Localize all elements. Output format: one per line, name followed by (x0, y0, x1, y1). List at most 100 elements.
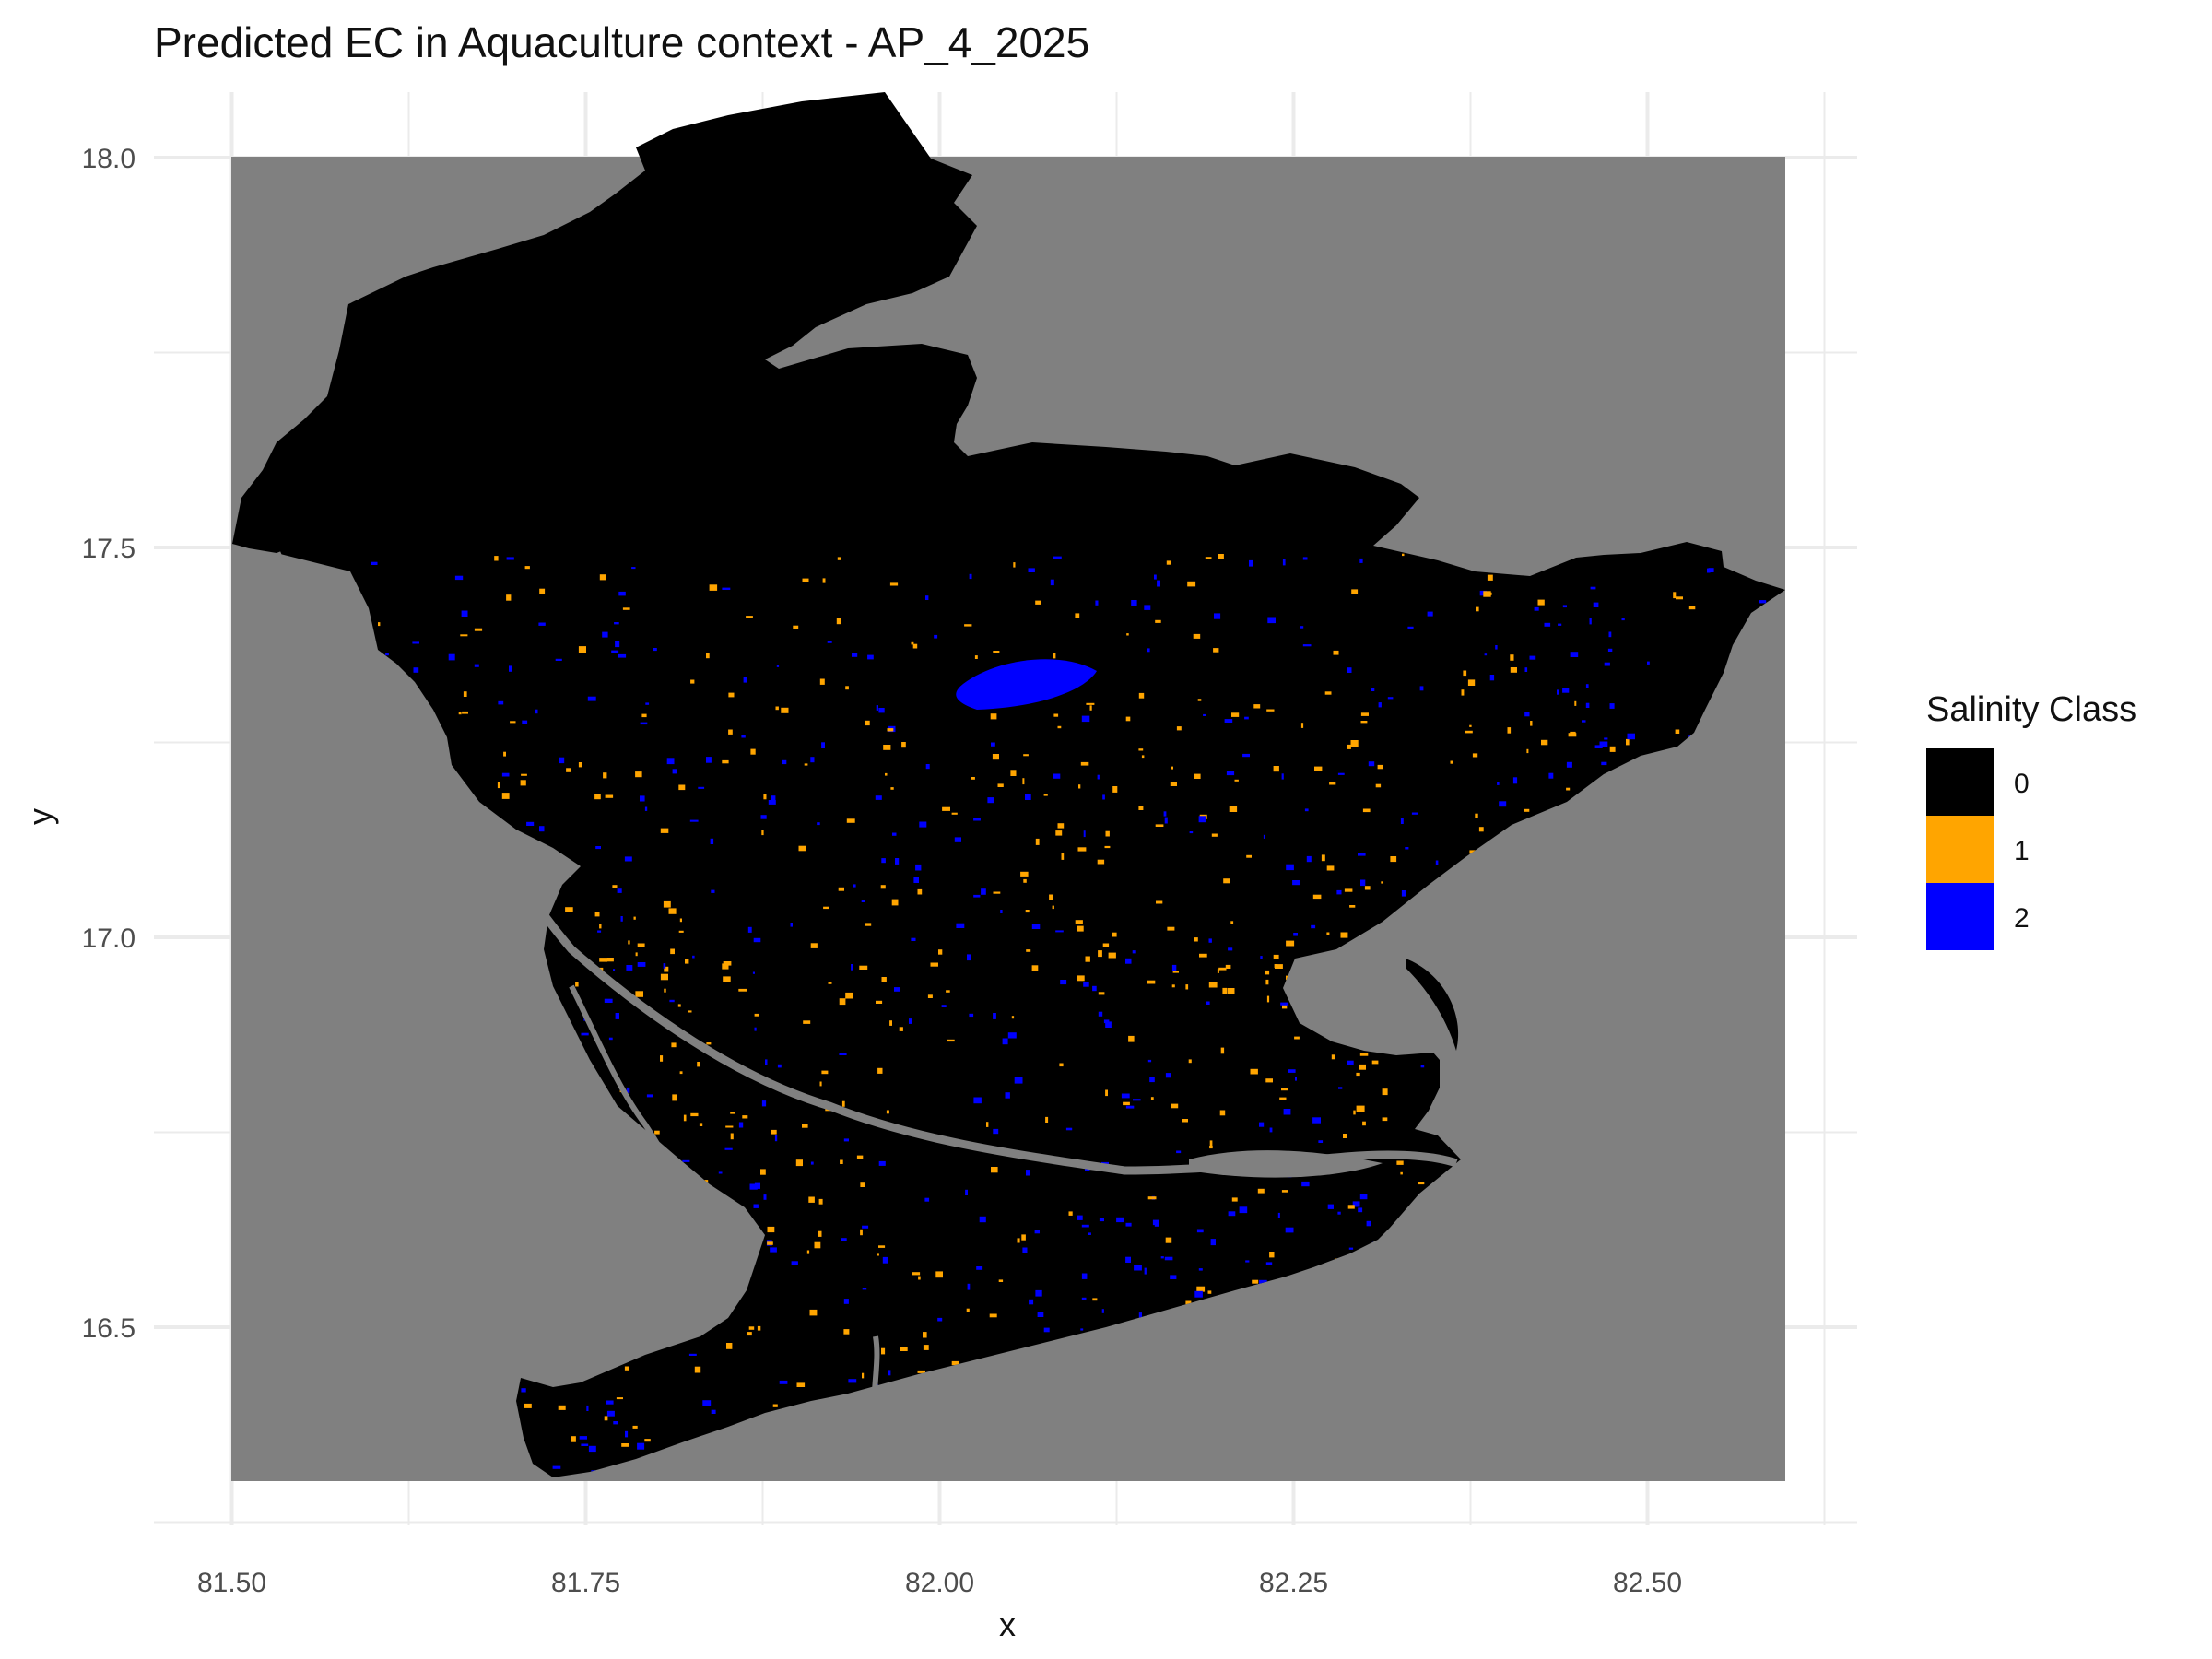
raster-cell (881, 1347, 886, 1355)
raster-cell (865, 720, 870, 726)
raster-cell (942, 806, 950, 811)
raster-cell (1025, 794, 1031, 800)
raster-cell (1214, 613, 1221, 619)
raster-cell (1390, 856, 1397, 863)
raster-cell (670, 948, 675, 955)
raster-cell (839, 998, 846, 1006)
raster-cell (1002, 1038, 1008, 1045)
raster-cell (851, 964, 853, 971)
raster-cell (412, 641, 419, 644)
raster-cell (1128, 1035, 1135, 1042)
raster-cell (796, 1382, 806, 1387)
raster-cell (1257, 1188, 1265, 1194)
raster-cell (1377, 764, 1382, 770)
raster-cell (1196, 1229, 1204, 1233)
raster-cell (886, 1110, 889, 1114)
raster-cell (998, 1279, 1004, 1282)
raster-cell (754, 1013, 759, 1017)
raster-cell (1265, 979, 1269, 985)
raster-cell (697, 1062, 700, 1067)
raster-cell (956, 923, 965, 928)
raster-cell (1265, 1262, 1273, 1265)
raster-cell (1198, 816, 1206, 823)
raster-cell (881, 977, 887, 982)
raster-cell (889, 582, 899, 586)
raster-cell (1229, 806, 1238, 812)
raster-cell (754, 1182, 760, 1189)
raster-cell (646, 1094, 653, 1098)
raster-cell (1207, 1290, 1212, 1294)
raster-cell (1081, 715, 1090, 723)
x-axis-ticks: 81.50 81.75 82.00 82.25 82.50 (197, 1568, 1682, 1598)
raster-cell (1007, 1032, 1017, 1039)
legend-key-2 (1926, 883, 1994, 950)
raster-cell (1476, 606, 1479, 612)
raster-cell (1314, 766, 1323, 771)
raster-cell (810, 943, 818, 948)
raster-cell (1396, 1160, 1404, 1165)
raster-cell (604, 1416, 608, 1421)
raster-cell (1260, 956, 1263, 959)
raster-cell (724, 1147, 733, 1150)
raster-cell (1227, 988, 1235, 994)
raster-cell (633, 916, 636, 920)
raster-cell (1495, 645, 1498, 650)
raster-cell (1534, 606, 1539, 611)
raster-cell (1647, 661, 1650, 665)
raster-cell (925, 595, 929, 600)
raster-cell (1419, 686, 1424, 691)
raster-cell (1098, 1011, 1103, 1017)
raster-cell (494, 556, 499, 561)
raster-cell (672, 1094, 677, 1101)
raster-cell (746, 616, 753, 618)
raster-cell (1052, 905, 1054, 910)
x-tick-label: 82.50 (1613, 1568, 1682, 1598)
raster-cell (1102, 794, 1105, 800)
raster-cell (1242, 753, 1250, 758)
raster-cell (1568, 733, 1577, 737)
raster-cell (611, 650, 619, 653)
raster-cell (881, 858, 886, 864)
raster-cell (967, 954, 971, 961)
raster-cell (911, 937, 916, 941)
raster-cell (1249, 559, 1253, 567)
raster-cell (1510, 654, 1514, 661)
raster-cell (1092, 1298, 1098, 1301)
raster-cell (1230, 921, 1234, 924)
raster-cell (509, 665, 512, 672)
raster-cell (730, 1133, 734, 1140)
raster-cell (688, 1353, 697, 1356)
raster-cell (1053, 556, 1062, 559)
raster-cell (1708, 568, 1714, 572)
raster-cell (1326, 932, 1330, 935)
raster-cell (1154, 1220, 1159, 1227)
raster-cell (1510, 667, 1517, 673)
raster-cell (678, 930, 684, 933)
raster-cell (1147, 1059, 1152, 1063)
raster-cell (1306, 855, 1312, 863)
raster-cell (1219, 1110, 1226, 1116)
raster-cell (991, 1167, 998, 1173)
raster-cell (1150, 1097, 1154, 1100)
raster-cell (819, 1081, 822, 1087)
raster-cell (631, 567, 636, 570)
raster-cell (599, 958, 608, 962)
raster-cell (616, 1397, 623, 1400)
raster-cell (1132, 950, 1136, 954)
raster-cell (1359, 558, 1363, 563)
raster-cell (1194, 773, 1201, 779)
raster-cell (1427, 611, 1433, 617)
raster-cell (698, 786, 705, 789)
raster-cell (1478, 827, 1484, 832)
raster-cell (1045, 1116, 1049, 1123)
raster-cell (1366, 1220, 1371, 1227)
raster-cell (877, 1253, 879, 1256)
raster-cell (606, 1400, 614, 1405)
raster-cell (1050, 579, 1054, 586)
raster-cell (595, 846, 601, 850)
raster-cell (1011, 1016, 1015, 1019)
raster-cell (1344, 888, 1353, 892)
raster-cell (1133, 1099, 1141, 1101)
raster-cell (722, 759, 729, 764)
raster-cell (1156, 900, 1163, 904)
